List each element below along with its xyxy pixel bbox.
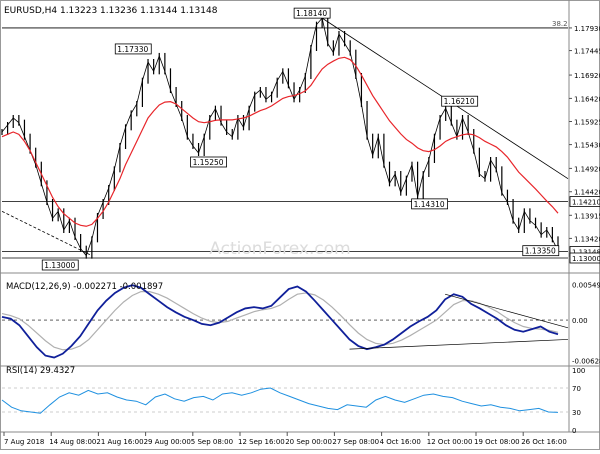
macd-panel (1, 284, 569, 359)
level-label: 1.13000 (572, 255, 600, 263)
macd-y-tick-label: -0.006282 (572, 358, 600, 366)
price-y-tick-label: 1.17930 (574, 25, 600, 33)
price-annotation-label: 1.17330 (117, 45, 148, 54)
x-axis-label: 20 Sep 00:00 (285, 438, 332, 446)
x-axis-label: 14 Aug 08:00 (49, 438, 96, 446)
macd-trendline-upper (444, 293, 569, 329)
level-label: 1.14210 (572, 199, 600, 207)
price-annotation-label: 1.15250 (193, 158, 224, 167)
macd-label: MACD(12,26,9) -0.002271 -0.001897 (6, 282, 163, 292)
price-y-tick-label: 1.16920 (574, 72, 600, 80)
x-axis-label: 12 Oct 00:00 (427, 438, 473, 446)
macd-signal-line (1, 291, 559, 351)
level-label: 1.13148 (572, 248, 600, 256)
price-annotation-box (441, 95, 479, 107)
rsi-label: RSI(14) 29.4327 (6, 366, 75, 376)
price-annotation-box (293, 7, 331, 19)
price-y-tick-label: 1.17445 (574, 48, 600, 56)
price-y-tick-label: 1.13420 (574, 235, 600, 243)
level-label-box (569, 252, 600, 264)
price-annotation-box (411, 198, 448, 210)
chart-title: EURUSD,H4 1.13223 1.13236 1.13144 1.1314… (4, 6, 218, 16)
price-y-tick-label: 1.13915 (574, 212, 600, 220)
x-axis-label: 21 Aug 16:00 (96, 438, 143, 446)
price-annotation-label: 1.18140 (296, 9, 327, 18)
x-axis-label: 5 Sep 08:00 (191, 438, 233, 446)
x-axis-label: 19 Oct 08:00 (474, 438, 520, 446)
macd-line (1, 284, 559, 359)
price-y-tick-label: 1.16420 (574, 95, 600, 103)
x-axis-label: 27 Sep 08:00 (332, 438, 379, 446)
price-y-tick-label: 1.14420 (574, 189, 600, 197)
rsi-panel (1, 387, 568, 414)
rising-trendline-dashed (1, 210, 93, 257)
price-y-tick-label: 1.15925 (574, 119, 600, 127)
rsi-line (1, 387, 559, 414)
price-annotation-label: 1.13000 (44, 261, 75, 270)
price-annotation-label: 1.16210 (444, 97, 475, 106)
price-line (1, 17, 559, 257)
price-annotation-box (190, 156, 227, 168)
fib-label: 38.2 (552, 20, 568, 28)
macd-y-tick-label: 0.00 (572, 317, 588, 325)
x-axis-label: 12 Sep 16:00 (238, 438, 285, 446)
macd-y-tick-label: 0.005493 (572, 282, 600, 290)
price-annotation-label: 1.14310 (414, 200, 445, 209)
price-panel: 38.2 1.18140 1.17330 1.15250 1.16210 1.14310 1… (1, 7, 569, 271)
price-y-tick-label: 1.14920 (574, 165, 600, 173)
rsi-y-tick-label: 0 (572, 427, 576, 435)
price-y-tick-label: 1.15430 (574, 142, 600, 150)
x-axis-label: 7 Aug 2018 (4, 438, 44, 446)
price-annotation-box (41, 259, 79, 271)
level-label-box (569, 196, 600, 207)
price-annotation-label: 1.13350 (525, 247, 556, 256)
moving-average-line (1, 56, 559, 227)
x-axis-label: 4 Oct 16:00 (380, 438, 421, 446)
rsi-y-tick-label: 100 (572, 367, 585, 375)
x-axis-label: 29 Aug 00:00 (144, 438, 191, 446)
rsi-y-tick-label: 70 (572, 385, 581, 393)
price-annotation-box (522, 245, 560, 257)
x-axis-label: 26 Oct 16:00 (521, 438, 567, 446)
price-annotation-box (114, 43, 152, 55)
macd-trendline-lower (349, 339, 569, 350)
watermark: ActionForex.com (209, 239, 350, 259)
rsi-y-tick-label: 30 (572, 409, 581, 417)
